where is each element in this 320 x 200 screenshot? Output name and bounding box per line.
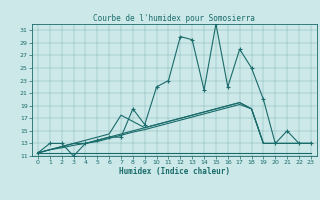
X-axis label: Humidex (Indice chaleur): Humidex (Indice chaleur) (119, 167, 230, 176)
Title: Courbe de l'humidex pour Somosierra: Courbe de l'humidex pour Somosierra (93, 14, 255, 23)
